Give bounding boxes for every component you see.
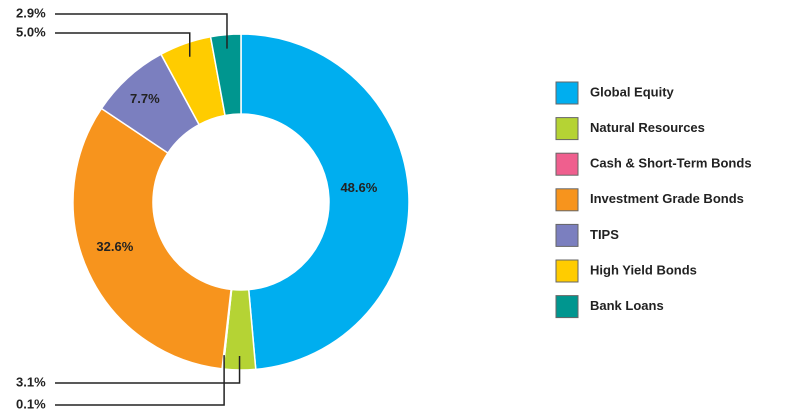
legend-label: Cash & Short-Term Bonds xyxy=(590,156,752,171)
donut-slice xyxy=(209,33,242,117)
legend-label: Bank Loans xyxy=(590,298,664,313)
legend-label: TIPS xyxy=(590,227,619,242)
legend-label: Investment Grade Bonds xyxy=(590,191,744,206)
legend-swatch xyxy=(555,295,579,319)
legend-label: Global Equity xyxy=(590,84,675,99)
data-label: 3.1% xyxy=(16,374,46,389)
legend-swatch xyxy=(555,259,579,283)
callout-line xyxy=(55,355,225,406)
legend-swatch xyxy=(555,223,579,247)
legend-swatch xyxy=(555,188,579,212)
data-label: 5.0% xyxy=(16,24,46,39)
data-label: 0.1% xyxy=(16,396,46,411)
legend-label: Natural Resources xyxy=(590,120,705,135)
data-label: 32.6% xyxy=(96,239,133,254)
legend-swatch xyxy=(555,152,579,176)
donut-slice xyxy=(240,33,410,371)
data-label: 2.9% xyxy=(16,5,46,20)
donut-slice xyxy=(72,107,232,370)
legend-swatch xyxy=(555,81,579,105)
callout-line xyxy=(55,13,228,49)
callout-line xyxy=(55,32,191,57)
legend-label: High Yield Bonds xyxy=(590,262,697,277)
legend-swatch xyxy=(555,117,579,141)
callout-line xyxy=(55,355,241,384)
data-label: 7.7% xyxy=(130,91,160,106)
data-label: 48.6% xyxy=(340,180,377,195)
